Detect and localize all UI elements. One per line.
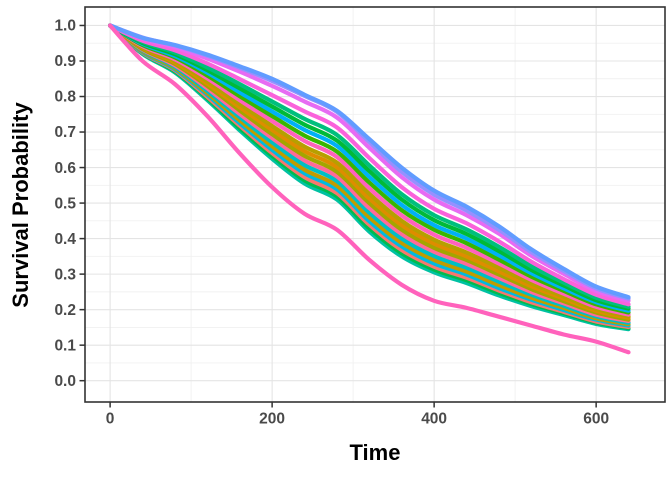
y-tick-label: 0.8 bbox=[54, 89, 76, 106]
y-tick-label: 1.0 bbox=[54, 18, 76, 35]
x-tick-label: 400 bbox=[421, 411, 447, 428]
survival-curve-05 bbox=[108, 23, 631, 309]
survival-curve-04 bbox=[108, 23, 631, 307]
y-tick-label: 0.5 bbox=[54, 195, 76, 212]
survival-curve-10 bbox=[108, 23, 631, 319]
y-tick-label: 0.1 bbox=[54, 337, 76, 354]
survival-curve-01 bbox=[108, 23, 631, 300]
y-tick-label: 0.0 bbox=[54, 373, 76, 390]
y-tick-label: 0.9 bbox=[54, 53, 76, 70]
y-tick-label: 0.3 bbox=[54, 266, 76, 283]
panel-border bbox=[84, 6, 666, 403]
y-tick-label: 0.4 bbox=[54, 231, 76, 248]
x-tick-label: 200 bbox=[259, 411, 285, 428]
survival-curve-03 bbox=[108, 23, 631, 303]
y-tick-label: 0.6 bbox=[54, 160, 76, 177]
y-tick-label: 0.2 bbox=[54, 302, 76, 319]
survival-curve-06 bbox=[108, 23, 631, 311]
survival-curve-08 bbox=[108, 23, 631, 315]
x-tick-label: 0 bbox=[106, 411, 115, 428]
y-tick-label: 0.7 bbox=[54, 124, 76, 141]
survival-curve-09 bbox=[108, 23, 631, 317]
x-axis-title: Time bbox=[349, 440, 401, 465]
survival-curve-20 bbox=[108, 23, 631, 355]
y-axis-title: Survival Probability bbox=[8, 102, 33, 308]
x-tick-label: 600 bbox=[583, 411, 609, 428]
